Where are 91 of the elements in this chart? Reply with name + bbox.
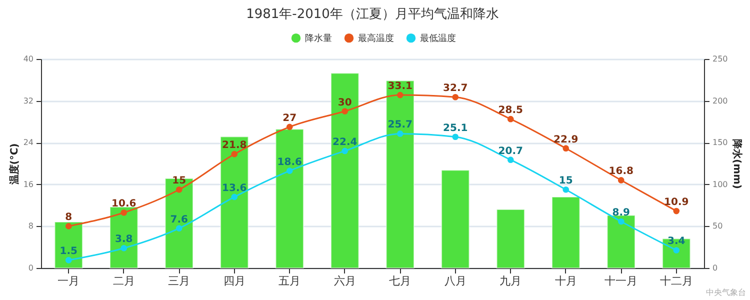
x-tick-label: 九月 (500, 274, 522, 288)
data-label: 16.8 (608, 166, 634, 178)
data-label: 32.7 (443, 83, 468, 94)
data-label: 22.9 (554, 134, 578, 146)
data-label: 10.9 (664, 197, 689, 208)
point (673, 208, 680, 214)
bar (552, 196, 580, 268)
point (231, 194, 238, 200)
bar (606, 214, 636, 268)
bar (496, 208, 525, 268)
legend-label: 降水量 (305, 33, 332, 44)
y-tick-label: 32 (23, 96, 34, 106)
x-tick-label: 十一月 (604, 274, 638, 288)
data-label: 18.6 (277, 156, 302, 168)
bar (54, 222, 83, 268)
data-label: 15 (172, 176, 186, 187)
point (618, 177, 624, 184)
data-label: 25.7 (388, 120, 412, 131)
data-label: 8 (65, 212, 72, 224)
point (231, 150, 238, 158)
bar (441, 170, 470, 268)
y-tick-label: 40 (23, 54, 34, 64)
x-tick-label: 六月 (334, 274, 356, 288)
point (120, 209, 128, 216)
point (618, 218, 624, 225)
data-label: 27 (282, 112, 297, 124)
y2-tick-label: 200 (712, 96, 728, 106)
y-tick-label: 0 (28, 264, 34, 272)
x-tick-label: 二月 (112, 274, 135, 288)
data-label: 3.8 (115, 234, 133, 246)
y-tick-label: 8 (28, 222, 34, 231)
point (562, 145, 570, 152)
point (562, 186, 570, 193)
bar (330, 72, 360, 268)
data-label: 10.6 (112, 198, 136, 210)
chart-title: 1981年-2010年（江夏）月平均气温和降水 (246, 7, 499, 22)
y2-tick-label: 250 (712, 54, 728, 64)
data-label: 3.4 (668, 236, 686, 248)
data-label: 7.6 (170, 214, 188, 226)
bar (164, 178, 194, 268)
legend-label: 最低温度 (420, 33, 456, 44)
point (396, 130, 404, 137)
point (342, 148, 348, 154)
point (452, 134, 459, 140)
y2-tick-label: 0 (712, 264, 718, 272)
point (286, 168, 293, 174)
y-tick-label: 16 (23, 180, 34, 189)
x-tick-label: 一月 (58, 274, 80, 288)
data-label: 25.1 (443, 122, 468, 134)
point (286, 124, 293, 130)
x-tick-label: 七月 (389, 274, 412, 288)
point (342, 108, 348, 114)
bar (110, 206, 138, 268)
bar (662, 238, 691, 268)
bar (220, 136, 249, 268)
text: 中央气象台 (706, 287, 746, 298)
x-tick-label: 五月 (278, 274, 301, 288)
point (673, 247, 680, 254)
point (65, 257, 72, 264)
data-label: 13.6 (222, 182, 247, 194)
x-tick-label: 十二月 (660, 274, 693, 288)
y2-tick-label: 50 (712, 222, 723, 231)
point (120, 244, 128, 252)
x-tick-label: 三月 (168, 274, 190, 288)
x-tick-label: 十月 (554, 274, 577, 288)
data-label: 21.8 (222, 140, 247, 152)
point (507, 156, 514, 163)
legend-label: 最高温度 (358, 33, 394, 44)
y-axis-title: 温度(°C) (8, 143, 20, 186)
bar (275, 128, 304, 268)
data-label: 28.5 (498, 105, 523, 116)
point (452, 94, 459, 100)
data-label: 8.9 (612, 207, 630, 218)
point (65, 223, 72, 230)
data-label: 22.4 (332, 136, 358, 148)
y2-axis-title: 降水(mm) (730, 139, 743, 189)
bar (386, 80, 414, 268)
y-tick-label: 24 (23, 138, 34, 148)
y2-tick-label: 150 (712, 138, 728, 148)
data-label: 33.1 (388, 81, 412, 92)
point (176, 186, 182, 193)
data-label: 20.7 (498, 146, 523, 157)
data-label: 15 (558, 176, 573, 187)
point (396, 92, 404, 98)
y2-tick-label: 100 (712, 180, 728, 189)
point (176, 225, 182, 232)
data-label: 1.5 (60, 246, 78, 258)
data-label: 30 (338, 97, 352, 108)
point (507, 116, 514, 122)
x-tick-label: 八月 (444, 274, 466, 288)
x-tick-label: 四月 (223, 274, 246, 288)
